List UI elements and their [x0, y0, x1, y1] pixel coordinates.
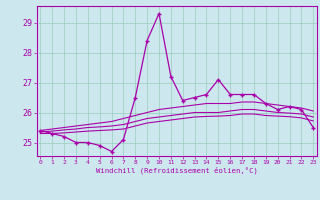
X-axis label: Windchill (Refroidissement éolien,°C): Windchill (Refroidissement éolien,°C) [96, 167, 258, 174]
